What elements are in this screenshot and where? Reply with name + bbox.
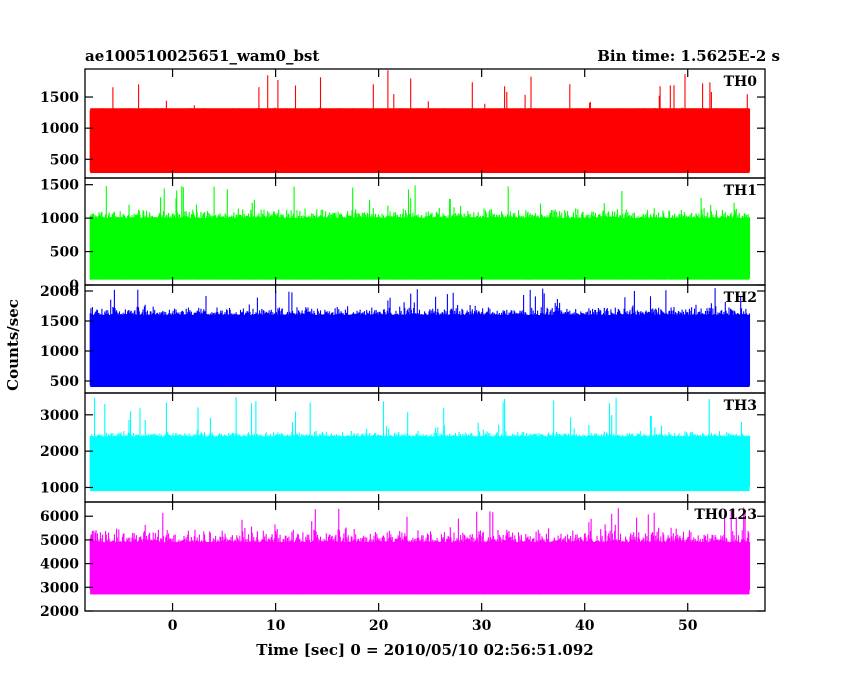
y-axis-label: Counts/sec	[4, 299, 22, 391]
panel-th3: 1000 2000 3000 TH3	[40, 392, 766, 503]
y-tick-label: 1000	[40, 211, 79, 227]
x-tick-label: 40	[575, 618, 595, 634]
series-line-th3	[89, 397, 751, 492]
y-tick-label: 2000	[40, 284, 79, 300]
x-tick-label: 30	[472, 618, 492, 634]
bin-time-title: Bin time: 1.5625E-2 s	[597, 47, 780, 65]
y-tick-label: 500	[50, 152, 79, 168]
y-tick-label: 1000	[40, 480, 79, 496]
x-tick-label: 10	[266, 618, 286, 634]
y-tick-label: 5000	[40, 533, 79, 549]
panel-name-label: TH3	[724, 398, 757, 414]
y-tick-label: 500	[50, 374, 79, 390]
panel-th0: 500 1000 1500 TH0	[40, 68, 766, 179]
y-tick-label: 3000	[40, 408, 79, 424]
y-tick-label: 4000	[40, 557, 79, 573]
panels-group: 500 1000 1500 TH0 0 500 1000 1500 TH1 500 1000 1500…	[40, 68, 766, 620]
y-tick-label: 1500	[40, 314, 79, 330]
y-tick-label: 1000	[40, 121, 79, 137]
x-axis-label: Time [sec] 0 = 2010/05/10 02:56:51.092	[256, 641, 593, 659]
y-tick-label: 2000	[40, 604, 79, 620]
panel-name-label: TH0123	[694, 507, 757, 523]
panel-name-label: TH1	[724, 183, 757, 199]
series-line-th1	[89, 185, 751, 280]
panel-name-label: TH2	[724, 290, 757, 306]
y-tick-label: 0	[69, 278, 79, 294]
panel-th1: 0 500 1000 1500 TH1	[40, 177, 766, 294]
x-tick-label: 0	[168, 618, 178, 634]
panel-name-label: TH0	[724, 74, 758, 90]
y-tick-label: 1500	[40, 178, 79, 194]
x-tick-label: 50	[678, 618, 698, 634]
x-tick-label: 20	[369, 618, 389, 634]
panel-th0123: 2000 3000 4000 5000 6000 TH0123	[40, 501, 766, 620]
series-line-th0123	[89, 507, 751, 595]
x-axis: 0 10 20 30 40 50	[168, 618, 698, 634]
y-tick-label: 500	[50, 245, 79, 261]
series-line-th0	[89, 70, 751, 173]
y-tick-label: 1500	[40, 90, 79, 106]
y-tick-label: 2000	[40, 444, 79, 460]
observation-id-title: ae100510025651_wam0_bst	[85, 47, 319, 65]
y-tick-label: 1000	[40, 344, 79, 360]
y-tick-label: 6000	[40, 509, 79, 525]
panel-th2: 500 1000 1500 2000 TH2	[40, 284, 766, 394]
y-tick-label: 3000	[40, 580, 79, 596]
series-line-th2	[89, 288, 751, 387]
panel-frame	[84, 501, 766, 612]
